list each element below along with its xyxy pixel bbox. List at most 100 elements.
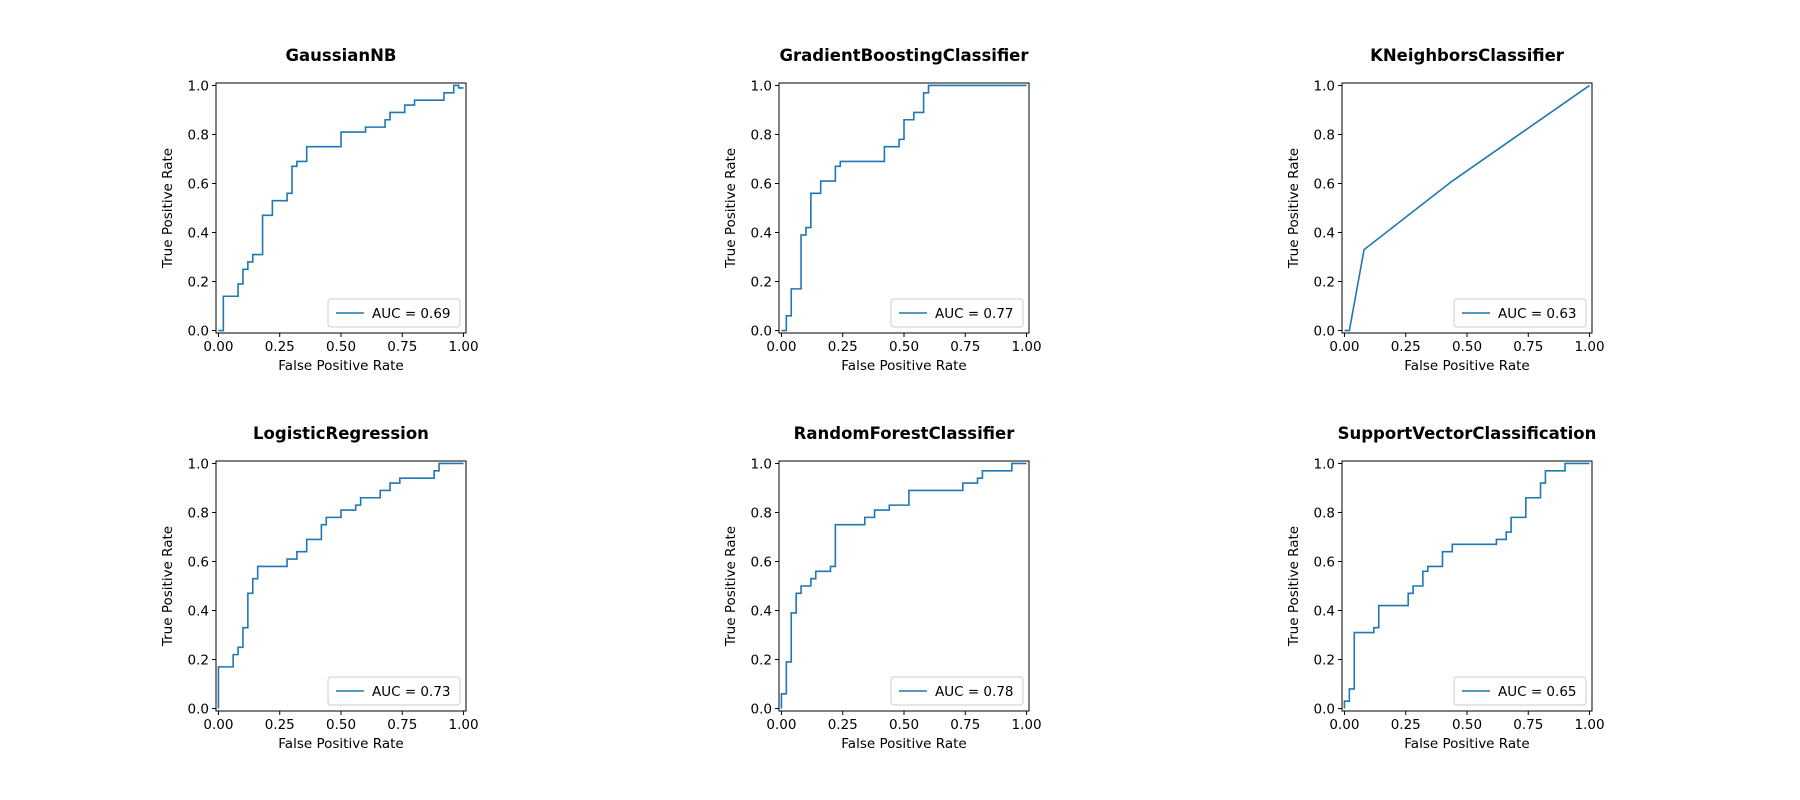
x-tick-label: 1.00 [1575,339,1605,355]
y-axis-label: True Positive Rate [160,526,176,647]
roc-panel: GradientBoostingClassifier 0.00 0.25 0.50 0.… [723,46,1042,374]
x-tick-label: 0.75 [1513,339,1543,355]
x-tick-label: 0.00 [1329,717,1359,733]
panel-title: GradientBoostingClassifier [779,46,1029,65]
y-axis-label: True Positive Rate [160,148,176,269]
y-tick-label: 0.6 [1314,554,1335,570]
legend-box [1453,676,1587,706]
y-tick-label: 0.8 [1314,127,1335,143]
x-axis-label: False Positive Rate [278,358,403,374]
y-axis-label: True Positive Rate [1286,526,1302,647]
y-tick-label: 0.0 [188,324,209,340]
y-tick-label: 1.0 [188,456,209,472]
y-tick-label: 0.2 [188,275,209,291]
y-tick-label: 0.2 [751,653,772,669]
legend-entry: AUC = 0.65 [1498,684,1577,700]
y-tick-label: 0.4 [751,226,772,242]
y-tick-label: 1.0 [188,78,209,94]
panel-title: KNeighborsClassifier [1370,46,1565,65]
x-tick-label: 0.25 [828,339,858,355]
x-tick-label: 0.50 [889,339,919,355]
legend-entry: AUC = 0.77 [935,306,1014,322]
y-tick-label: 0.6 [188,554,209,570]
y-tick-label: 0.0 [1314,324,1335,340]
roc-curve-line [781,84,1027,332]
y-tick-label: 0.0 [1314,702,1335,718]
roc-curve-line [1344,84,1591,332]
x-tick-label: 0.50 [1452,717,1482,733]
y-tick-label: 0.8 [751,127,772,143]
y-tick-label: 1.0 [1314,78,1335,94]
legend-box [327,676,461,706]
y-tick-label: 0.6 [1314,176,1335,192]
panel-title: SupportVectorClassification [1338,424,1597,443]
y-tick-label: 0.8 [1314,505,1335,521]
legend-box [327,298,461,328]
x-axis-label: False Positive Rate [1404,736,1529,752]
y-tick-label: 0.6 [751,176,772,192]
x-tick-label: 0.00 [203,717,233,733]
y-tick-label: 0.0 [751,324,772,340]
y-tick-label: 0.6 [188,176,209,192]
y-axis-label: True Positive Rate [723,526,739,647]
legend-entry: AUC = 0.78 [935,684,1014,700]
x-tick-label: 1.00 [1012,339,1042,355]
y-tick-label: 0.0 [188,702,209,718]
x-tick-label: 1.00 [1012,717,1042,733]
x-axis-label: False Positive Rate [841,736,966,752]
y-tick-label: 0.2 [751,275,772,291]
y-tick-label: 0.2 [1314,275,1335,291]
y-tick-label: 0.0 [751,702,772,718]
y-axis-label: True Positive Rate [1286,148,1302,269]
x-tick-label: 0.50 [326,717,356,733]
roc-curve-line [218,84,464,332]
y-tick-label: 0.4 [1314,604,1335,620]
y-axis-label: True Positive Rate [723,148,739,269]
x-tick-label: 0.00 [1329,339,1359,355]
y-tick-label: 0.4 [1314,226,1335,242]
y-tick-label: 1.0 [751,78,772,94]
roc-curve-line [780,462,1027,709]
legend-box [1453,298,1587,328]
roc-panel: SupportVectorClassification 0.00 0.25 0.50 0… [1286,424,1605,752]
y-tick-label: 0.2 [188,653,209,669]
x-axis-label: False Positive Rate [278,736,403,752]
x-tick-label: 0.25 [265,717,295,733]
x-tick-label: 0.50 [889,717,919,733]
x-tick-label: 1.00 [449,339,479,355]
y-tick-label: 0.4 [188,226,209,242]
x-tick-label: 0.00 [766,717,796,733]
x-tick-label: 1.00 [1575,717,1605,733]
x-tick-label: 0.75 [387,339,417,355]
y-tick-label: 0.8 [188,505,209,521]
x-tick-label: 0.00 [203,339,233,355]
y-tick-label: 0.8 [751,505,772,521]
legend-entry: AUC = 0.63 [1498,306,1577,322]
panel-title: RandomForestClassifier [794,424,1016,443]
legend-entry: AUC = 0.69 [372,306,451,322]
y-tick-label: 1.0 [1314,456,1335,472]
x-tick-label: 0.75 [1513,717,1543,733]
y-tick-label: 0.8 [188,127,209,143]
roc-panel: RandomForestClassifier 0.00 0.25 0.50 0.75 1.… [723,424,1042,752]
roc-curve-line [1343,462,1590,709]
x-tick-label: 0.25 [265,339,295,355]
panel-title: LogisticRegression [253,424,429,443]
legend-box [890,676,1024,706]
x-tick-label: 0.50 [326,339,356,355]
x-tick-label: 0.75 [950,339,980,355]
y-tick-label: 0.6 [751,554,772,570]
x-tick-label: 0.75 [387,717,417,733]
legend-entry: AUC = 0.73 [372,684,451,700]
x-tick-label: 0.75 [950,717,980,733]
y-tick-label: 0.2 [1314,653,1335,669]
x-axis-label: False Positive Rate [1404,358,1529,374]
legend-box [890,298,1024,328]
y-tick-label: 1.0 [751,456,772,472]
x-axis-label: False Positive Rate [841,358,966,374]
x-tick-label: 0.00 [766,339,796,355]
x-tick-label: 0.25 [1391,717,1421,733]
